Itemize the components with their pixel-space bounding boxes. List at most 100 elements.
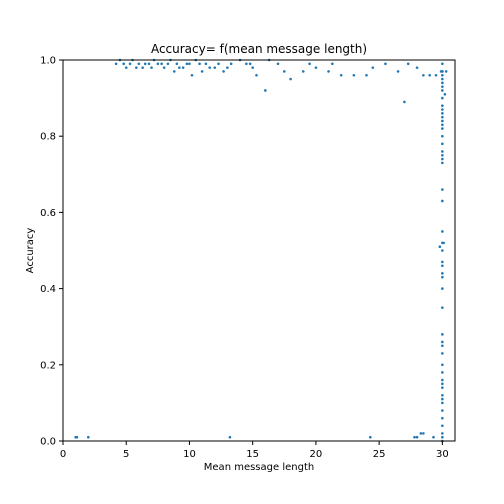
- scatter-point: [441, 188, 444, 191]
- scatter-point: [419, 432, 423, 435]
- scatter-point: [441, 153, 444, 157]
- scatter-point: [137, 62, 141, 66]
- scatter-point: [114, 62, 118, 66]
- scatter-point: [441, 150, 444, 153]
- scatter-point: [441, 73, 444, 77]
- scatter-point: [441, 112, 444, 115]
- x-tick-label: 25: [373, 449, 386, 460]
- y-tick-label: 0.8: [40, 132, 56, 143]
- scatter-point: [441, 409, 444, 412]
- scatter-point: [229, 62, 233, 66]
- scatter-point: [441, 264, 444, 268]
- y-tick-label: 0.2: [40, 360, 56, 371]
- scatter-point: [422, 73, 425, 77]
- scatter-point: [384, 62, 387, 66]
- y-tick-label: 0.6: [40, 208, 56, 219]
- scatter-point: [339, 73, 343, 77]
- scatter-point: [248, 62, 252, 66]
- scatter-point: [441, 161, 444, 165]
- scatter-point: [441, 435, 444, 439]
- scatter-point: [222, 70, 225, 73]
- x-axis-label: Mean message length: [204, 462, 314, 473]
- scatter-point: [441, 397, 444, 401]
- scatter-point: [86, 435, 90, 439]
- scatter-point: [443, 92, 447, 96]
- scatter-point: [198, 62, 201, 66]
- scatter-point: [217, 62, 220, 66]
- scatter-point: [441, 432, 444, 435]
- scatter-point: [441, 382, 444, 386]
- scatter-point: [441, 393, 444, 397]
- scatter-point: [441, 333, 444, 336]
- scatter-point: [441, 96, 444, 100]
- scatter-point: [128, 62, 132, 66]
- scatter-point: [185, 62, 189, 66]
- y-tick-label: 0.4: [40, 284, 56, 295]
- scatter-point: [208, 66, 211, 69]
- scatter-point: [441, 352, 444, 355]
- plot-frame: [62, 59, 456, 442]
- scatter-point: [365, 73, 368, 77]
- scatter-point: [432, 435, 435, 439]
- scatter-point: [396, 70, 400, 73]
- scatter-point: [226, 66, 229, 69]
- scatter-point: [441, 378, 444, 382]
- scatter-point: [204, 62, 208, 66]
- scatter-point: [371, 66, 375, 69]
- y-axis-label: Accuracy: [25, 228, 36, 274]
- scatter-point: [289, 77, 292, 81]
- scatter-point: [441, 199, 444, 203]
- scatter-point: [441, 115, 444, 119]
- scatter-point: [162, 66, 166, 69]
- scatter-point: [441, 371, 444, 374]
- scatter-point: [441, 85, 444, 88]
- scatter-point: [190, 73, 194, 77]
- scatter-point: [441, 363, 444, 367]
- scatter-point: [441, 344, 444, 348]
- scatter-point: [200, 70, 204, 73]
- scatter-point: [441, 89, 444, 92]
- scatter-point: [441, 104, 444, 108]
- scatter-point: [441, 249, 444, 252]
- scatter-point: [441, 123, 444, 127]
- scatter-point: [147, 62, 151, 66]
- scatter-point: [178, 66, 181, 69]
- scatter-point: [428, 73, 432, 77]
- scatter-point: [245, 62, 248, 66]
- scatter-point: [441, 134, 444, 138]
- scatter-point: [441, 340, 444, 344]
- scatter-point: [441, 230, 444, 233]
- scatter-point: [156, 62, 160, 66]
- scatter-point: [331, 62, 334, 66]
- scatter-point: [172, 70, 176, 73]
- scatter-point: [441, 127, 444, 130]
- scatter-point: [441, 81, 444, 85]
- scatter-point: [434, 73, 438, 77]
- scatter-point: [413, 435, 416, 439]
- scatter-point: [441, 287, 444, 290]
- scatter-point: [166, 62, 170, 66]
- scatter-point: [301, 70, 305, 73]
- scatter-point: [264, 89, 267, 92]
- scatter-point: [444, 70, 448, 73]
- scatter-point: [439, 70, 443, 73]
- scatter-point: [441, 108, 444, 111]
- scatter-point: [143, 62, 147, 66]
- scatter-point: [251, 66, 254, 69]
- scatter-point: [213, 66, 217, 69]
- scatter-point: [282, 70, 286, 73]
- scatter-point: [124, 66, 128, 69]
- x-tick-label: 20: [310, 449, 323, 460]
- scatter-point: [415, 435, 419, 439]
- scatter-point: [441, 77, 444, 81]
- x-tick-label: 5: [123, 449, 129, 460]
- scatter-point: [441, 260, 444, 264]
- x-tick-label: 30: [436, 449, 449, 460]
- scatter-point: [188, 62, 191, 66]
- scatter-point: [441, 119, 444, 123]
- scatter-point: [314, 66, 318, 69]
- scatter-point: [441, 272, 444, 275]
- scatter-point: [441, 62, 444, 66]
- scatter-point: [327, 70, 330, 73]
